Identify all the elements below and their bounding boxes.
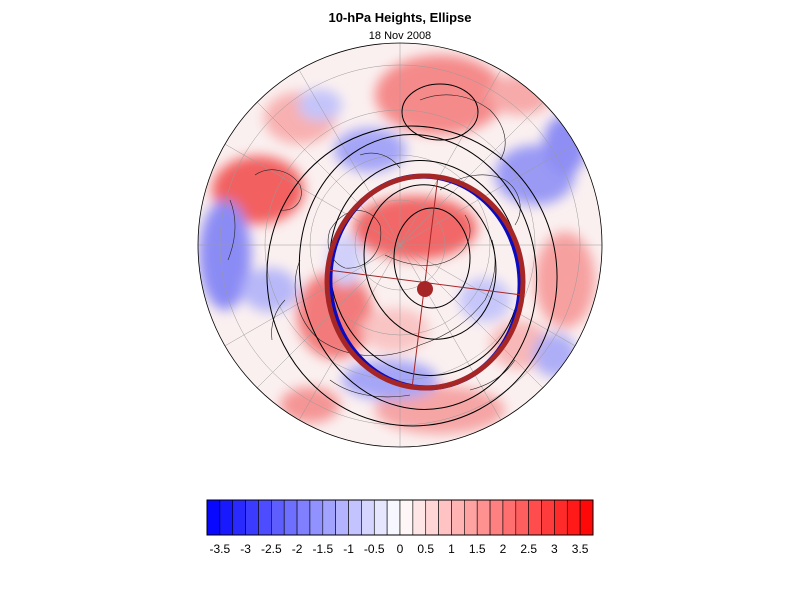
colorbar-bin — [206, 499, 221, 536]
colorbar-bin — [476, 499, 491, 536]
colorbar-bin — [438, 499, 452, 536]
colorbar-bin — [412, 499, 427, 536]
colorbar-tick-label: 0 — [396, 542, 404, 556]
colorbar-bin — [348, 499, 362, 536]
colorbar-bin — [489, 499, 504, 536]
colorbar-bin — [219, 499, 234, 536]
fitted-ellipse — [324, 173, 526, 391]
colorbar-tick-label: -2 — [291, 542, 303, 556]
colorbar-bin — [245, 499, 259, 536]
colorbar-bin — [309, 499, 324, 536]
colorbar-tick-label: 3 — [551, 542, 558, 556]
colorbar-bin — [502, 499, 517, 536]
colorbar-bin — [541, 499, 555, 536]
colorbar-bin — [373, 499, 388, 536]
colorbar-bin — [386, 499, 401, 536]
map-title: 10-hPa Heights, Ellipse — [328, 10, 472, 25]
colorbar-tick-label: -3 — [240, 542, 251, 556]
colorbar-tick-label: 1 — [448, 542, 455, 556]
colorbar-bin — [322, 499, 336, 536]
colorbar-tick-label: -1.5 — [312, 542, 334, 556]
colorbar-bin — [425, 499, 439, 536]
colorbar-tick-label: 2 — [499, 542, 507, 556]
colorbar-bin — [554, 499, 568, 536]
colorbar-bin — [399, 499, 414, 536]
colorbar-bin — [566, 499, 581, 536]
colorbar-tick-labels: -3.5 -3 -2.5 -2 -1.5 -1 -0.5 0 0.5 1 1.5 2 2.5 3 3.5 — [0, 542, 800, 562]
anomaly-field — [198, 43, 602, 447]
colorbar-tick-label: 1.5 — [468, 542, 486, 556]
colorbar-tick-label: -3.5 — [209, 542, 231, 556]
colorbar-tick-label: 2.5 — [520, 542, 537, 556]
colorbar-bin — [283, 499, 298, 536]
colorbar-bin — [515, 499, 529, 536]
colorbar-bin — [579, 499, 594, 536]
map-boundary — [197, 42, 603, 448]
colorbar-bin — [271, 499, 285, 536]
colorbar-bin — [335, 499, 349, 536]
colorbar-tick-label: -0.5 — [363, 542, 385, 556]
colorbar-bin — [464, 499, 478, 536]
colorbar-bin — [232, 499, 246, 536]
colorbar-tick-label: 0.5 — [417, 542, 435, 556]
colorbar-bin — [528, 499, 542, 536]
map-date: 18 Nov 2008 — [368, 30, 432, 42]
colorbar-bin — [451, 499, 465, 536]
colorbar-tick-label: -1 — [343, 542, 354, 556]
ellipse-centroid-marker — [417, 281, 433, 297]
colorbar-bin — [258, 499, 272, 536]
colorbar-tick-label: 3.5 — [571, 542, 589, 556]
colorbar-tick-label: -2.5 — [260, 542, 282, 556]
colorbar-bin — [361, 499, 375, 536]
colorbar-bin — [296, 499, 311, 536]
